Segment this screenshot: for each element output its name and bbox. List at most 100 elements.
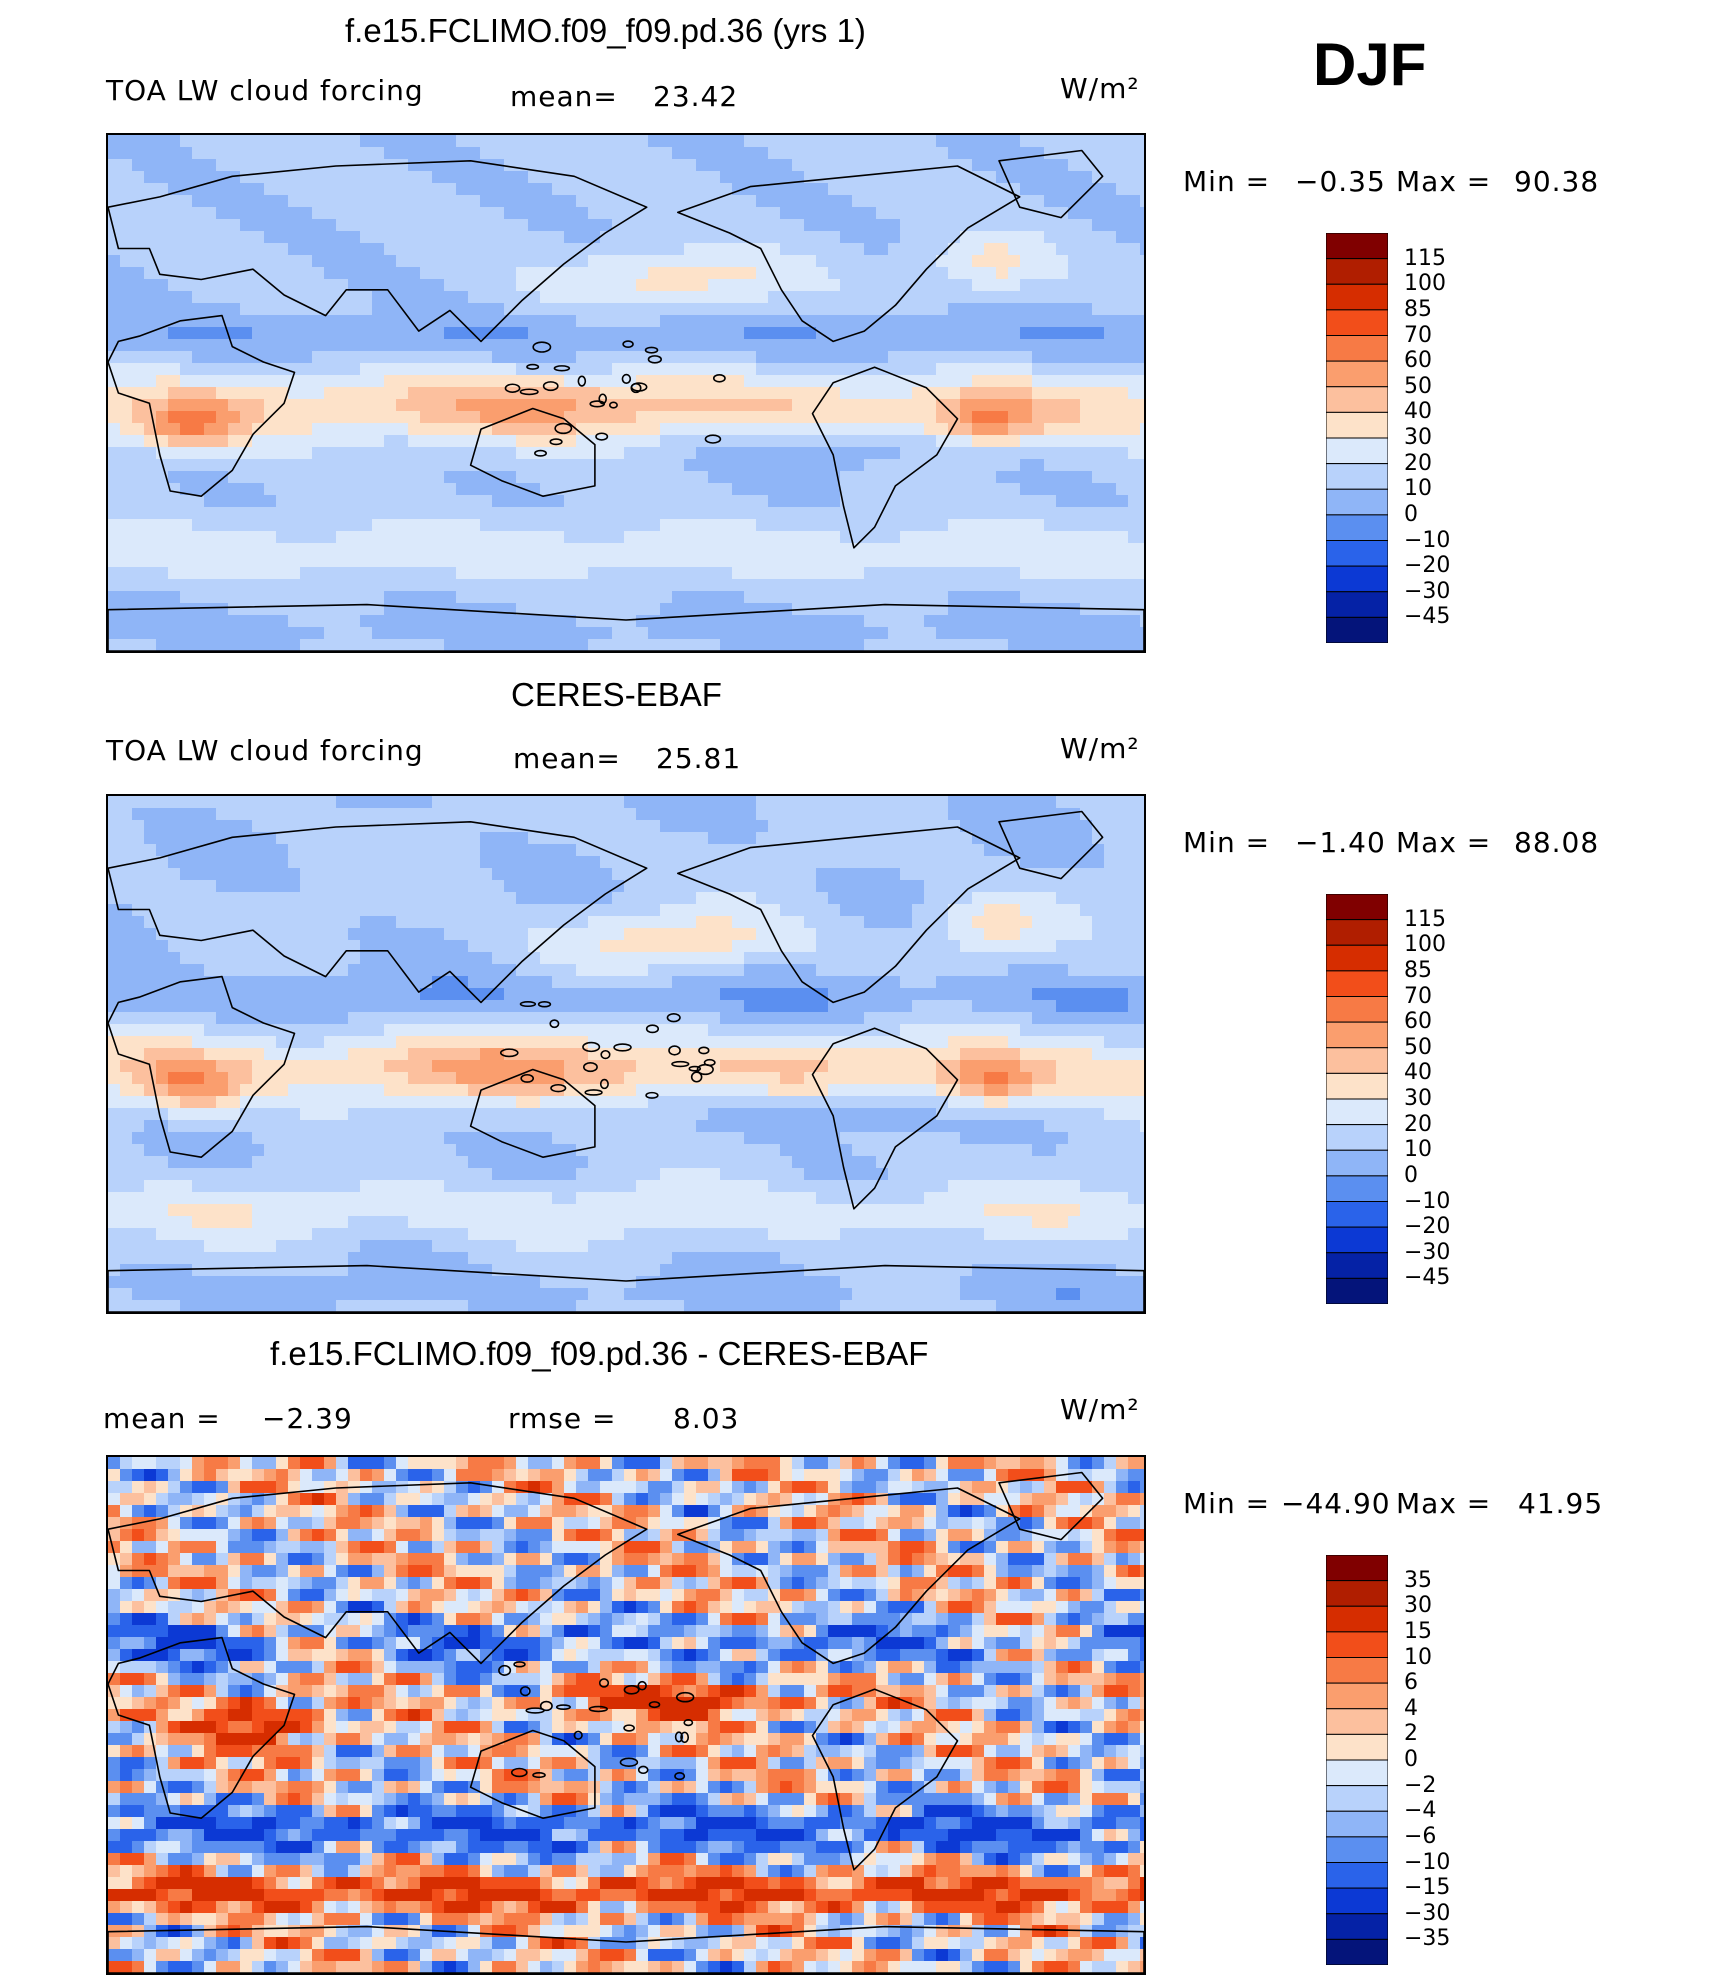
coastline-path: [469, 1068, 596, 1158]
colorbar-tick-label: 0: [1404, 501, 1418, 527]
colorbar-swatch: [1325, 1785, 1389, 1812]
island-outline: [668, 1045, 681, 1056]
colorbar-swatch: [1325, 283, 1389, 311]
coastline-path: [998, 149, 1104, 219]
coastlines: [108, 810, 1144, 1312]
panel-3-rmse-value: 8.03: [673, 1402, 740, 1435]
colorbar-tick-label: 35: [1404, 1567, 1432, 1593]
panel-1-min-label: Min =: [1183, 165, 1271, 198]
island-outline: [534, 449, 547, 457]
colorbar-swatch: [1325, 591, 1389, 618]
colorbar-tick-label: 30: [1404, 425, 1432, 450]
island-outline: [645, 1024, 660, 1034]
panel-3-max-value: 41.95: [1518, 1487, 1604, 1520]
island-outline: [644, 346, 659, 354]
colorbar-tick-label: 30: [1404, 1086, 1432, 1111]
colorbar-tick-label: −30: [1404, 1900, 1451, 1926]
island-outline: [674, 1731, 683, 1743]
coastline-path: [811, 1027, 959, 1210]
colorbar-swatch: [1325, 309, 1389, 336]
panel-2-title: CERES-EBAF: [511, 676, 722, 713]
island-outline: [680, 1731, 690, 1744]
colorbar-tick-label: −6: [1404, 1823, 1437, 1849]
colorbar-swatch: [1325, 1226, 1389, 1254]
island-outline: [554, 422, 573, 435]
island-outline: [608, 401, 618, 409]
island-outline: [666, 1012, 681, 1023]
panel-2-mean-value: 25.81: [656, 742, 742, 775]
coastline-path: [677, 165, 1021, 343]
colorbar-swatch: [1325, 1733, 1389, 1761]
colorbar-swatch: [1325, 996, 1389, 1023]
colorbar-tick-label: 0: [1404, 1747, 1418, 1772]
field-cells: [108, 796, 1144, 1312]
island-outline: [621, 373, 632, 385]
colorbar-tick-label: 100: [1404, 271, 1446, 297]
panel-1-max-label: Max =: [1396, 165, 1492, 198]
colorbar-swatch: [1325, 1938, 1389, 1966]
panel-3-min-value: −44.90: [1281, 1487, 1391, 1520]
island-outline: [619, 1757, 639, 1768]
panel-1-mean-label: mean=: [510, 80, 618, 113]
colorbar-tick-label: −20: [1404, 1214, 1451, 1240]
island-outline: [526, 363, 540, 370]
colorbar-swatch: [1325, 1631, 1389, 1658]
panel-1-min-value: −0.35: [1295, 165, 1386, 198]
colorbar-swatch: [1325, 565, 1389, 593]
colorbar-swatch: [1325, 540, 1389, 567]
field-cells: [108, 1457, 1144, 1973]
colorbar-tick-label: −10: [1404, 527, 1451, 553]
colorbar-swatch: [1325, 1657, 1389, 1684]
island-outline: [537, 1000, 552, 1008]
colorbar-tick-label: −10: [1404, 1188, 1451, 1214]
colorbar-tick-label: −4: [1404, 1798, 1437, 1824]
island-outline: [549, 1019, 560, 1029]
colorbar-tick-label: 115: [1404, 906, 1446, 932]
colorbar-tick-label: 10: [1404, 1137, 1432, 1163]
coastline-path: [108, 1925, 1144, 1973]
colorbar-tick-label: 40: [1404, 399, 1432, 425]
colorbar-swatch: [1325, 258, 1389, 285]
colorbar-swatch: [1325, 1759, 1389, 1787]
map-field-svg: [108, 135, 1144, 651]
colorbar-tick-label: −35: [1404, 1926, 1451, 1952]
panel-1-max-value: 90.38: [1514, 165, 1600, 198]
island-outline: [520, 1073, 535, 1083]
season-label: DJF: [1313, 31, 1427, 98]
colorbar-swatch: [1325, 1554, 1389, 1582]
colorbar-swatch: [1325, 1252, 1389, 1279]
colorbar-svg: [1325, 1554, 1389, 1966]
coastline-path: [469, 407, 596, 497]
island-outline: [623, 1684, 640, 1695]
coastline-path: [677, 1487, 1021, 1665]
panel-1-units: W/m²: [1060, 72, 1140, 105]
colorbar-tick-label: 50: [1404, 1034, 1432, 1060]
island-outline: [582, 1062, 598, 1073]
colorbar-tick-label: 115: [1404, 245, 1446, 271]
colorbar-swatch: [1325, 232, 1389, 260]
colorbar-svg: [1325, 232, 1389, 644]
coastline-path: [108, 603, 1144, 651]
island-outline: [584, 1089, 603, 1096]
colorbar-tick-label: 70: [1404, 983, 1432, 1009]
colorbar-swatch: [1325, 944, 1389, 972]
island-outline: [513, 1661, 526, 1668]
map-field-svg: [108, 1457, 1144, 1973]
colorbar-swatch: [1325, 1913, 1389, 1940]
coastline-path: [108, 821, 648, 1004]
island-outline: [712, 373, 726, 383]
panel-2-units: W/m²: [1060, 732, 1140, 765]
island-outline: [674, 1772, 686, 1781]
colorbar-svg: [1325, 893, 1389, 1305]
panel-1-title: f.e15.FCLIMO.f09_f09.pd.36 (yrs 1): [345, 12, 866, 49]
island-outline: [550, 1083, 567, 1093]
coastline-path: [998, 810, 1104, 880]
island-outline: [573, 1730, 583, 1740]
island-outline: [599, 1078, 609, 1090]
island-outline: [577, 375, 587, 387]
colorbar-tick-label: −2: [1404, 1772, 1437, 1798]
colorbar-swatch: [1325, 616, 1389, 644]
panel-2-colorbar: 115 100 85 70 60 50 40 30 20 10 0 −10 −20 −30 −45: [1325, 893, 1450, 1305]
colorbar-tick-label: 60: [1404, 348, 1432, 374]
panel-2-map: [106, 794, 1146, 1314]
